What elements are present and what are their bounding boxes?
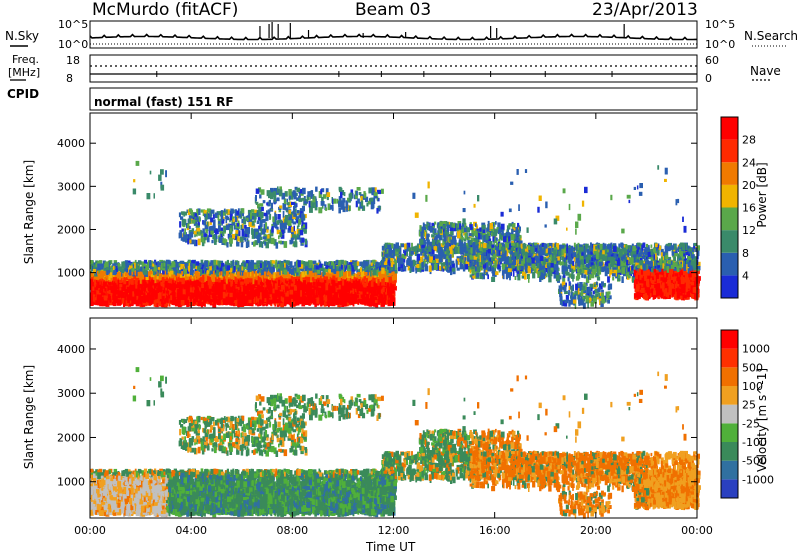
noise-ytick-top-right: 10^5 [705,18,735,31]
freq-ytick-bottom: 8 [66,72,73,85]
freq-panel-frame [90,55,697,82]
freq-ytick-top: 18 [66,54,80,67]
noise-ytick-bottom-left: 10^0 [58,38,88,51]
noise-ytick-bottom-right: 10^0 [705,38,735,51]
nave-ytick-top: 60 [705,54,719,67]
nave-ytick-bottom: 0 [705,72,712,85]
nsky-trace [90,35,697,40]
noise-ytick-top-left: 10^5 [58,18,88,31]
cpid-panel-frame [90,88,697,110]
